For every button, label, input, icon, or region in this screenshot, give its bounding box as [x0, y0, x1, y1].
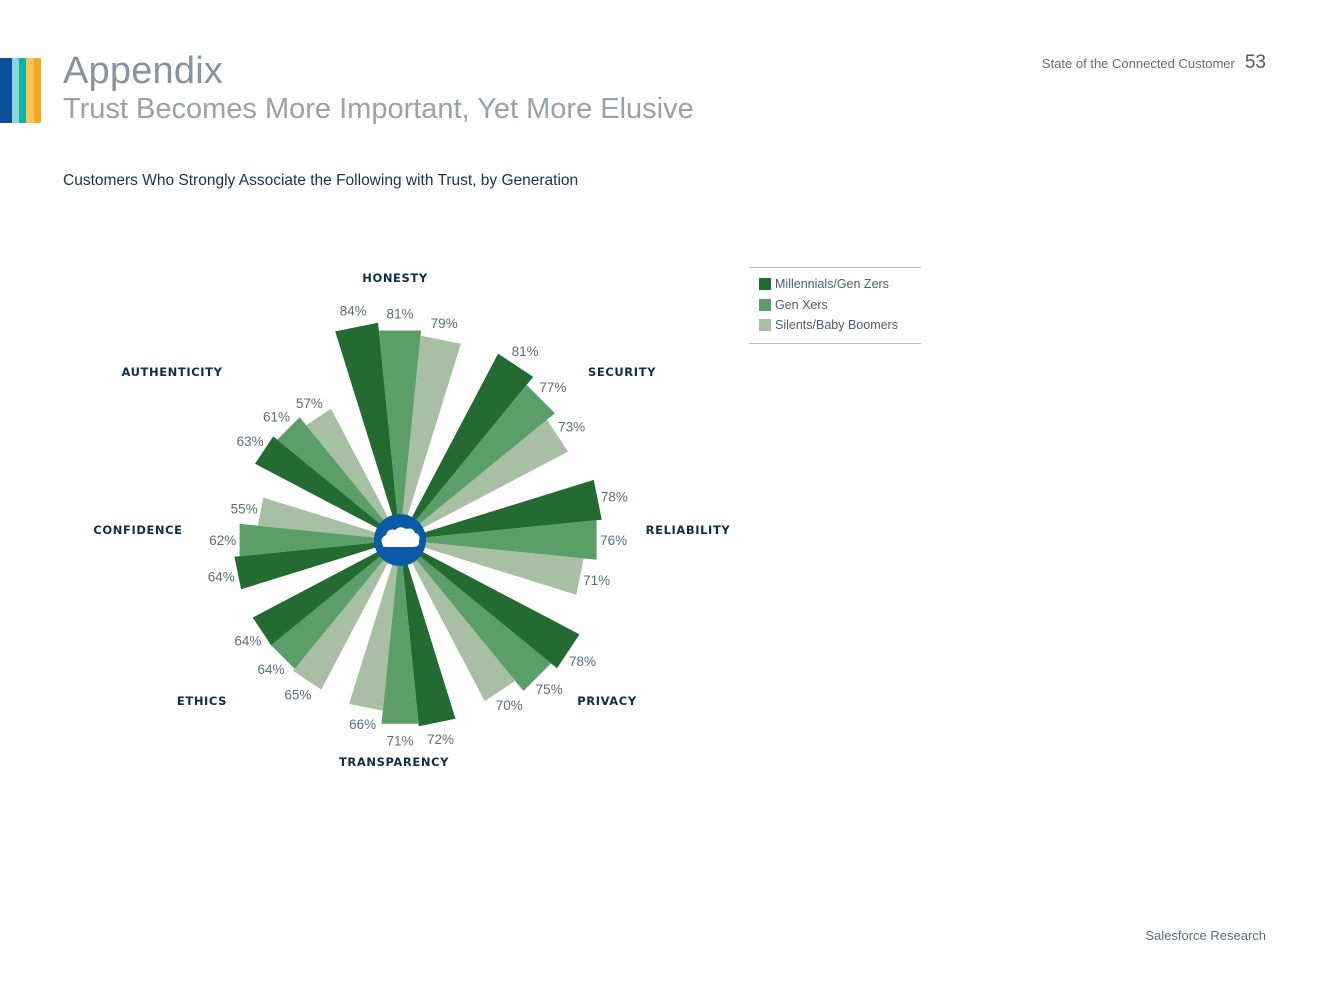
value-label: 65% [284, 687, 311, 702]
salesforce-cloud-icon [374, 514, 426, 566]
bar-security-1 [400, 385, 555, 540]
accent-bar-orange [34, 58, 41, 123]
value-label: 63% [237, 434, 264, 449]
value-label: 71% [386, 734, 413, 749]
bar-confidence-2 [257, 497, 400, 540]
value-label: 64% [257, 662, 284, 677]
bar-honesty-1 [378, 330, 422, 540]
value-label: 57% [296, 396, 323, 411]
category-label-transparency: TRANSPARENCY [339, 755, 449, 769]
bar-honesty-0 [335, 322, 400, 540]
bar-ethics-0 [252, 540, 400, 646]
bar-confidence-0 [234, 540, 400, 590]
category-label-authenticity: AUTHENTICITY [121, 365, 222, 379]
running-header: State of the Connected Customer 53 [1042, 52, 1266, 74]
bar-group-privacy: 78% 75% 70% [400, 540, 596, 713]
bar-authenticity-0 [255, 436, 400, 540]
value-label: 77% [539, 380, 566, 395]
bar-reliability-2 [400, 540, 584, 595]
value-label: 78% [569, 654, 596, 669]
accent-color-bars [0, 58, 41, 123]
bar-authenticity-1 [277, 417, 400, 540]
value-label: 73% [558, 419, 585, 434]
bar-transparency-1 [381, 540, 419, 724]
value-label: 70% [496, 698, 523, 713]
value-label: 62% [209, 533, 236, 548]
category-label-security: SECURITY [588, 365, 656, 379]
bar-security-2 [400, 419, 568, 540]
category-label-privacy: PRIVACY [577, 694, 637, 708]
value-label: 64% [208, 569, 235, 584]
legend-item-gen-xers: Gen Xers [759, 295, 921, 316]
category-label-reliability: RELIABILITY [646, 523, 731, 537]
bar-ethics-1 [271, 540, 400, 669]
bar-group-authenticity: 63% 61% 57% [237, 396, 400, 540]
chart-title: Customers Who Strongly Associate the Fol… [63, 172, 579, 189]
bar-transparency-2 [349, 540, 400, 711]
accent-bar-yellow [26, 58, 34, 123]
value-label: 64% [234, 634, 261, 649]
footer-text: Salesforce Research [1145, 928, 1266, 943]
bar-security-0 [400, 353, 534, 540]
bar-transparency-0 [400, 540, 456, 727]
bar-reliability-0 [400, 479, 602, 540]
category-label-ethics: ETHICS [177, 694, 227, 708]
bar-group-transparency: 72% 71% 66% [349, 540, 456, 749]
page-number: 53 [1244, 52, 1266, 73]
bar-group-reliability: 78% 76% 71% [400, 479, 628, 595]
legend-label: Silents/Baby Boomers [775, 318, 898, 333]
value-label: 78% [601, 489, 628, 504]
category-label-confidence: CONFIDENCE [93, 523, 182, 537]
bar-ethics-2 [293, 540, 400, 690]
bar-group-security: 81% 77% 73% [400, 344, 585, 540]
legend-swatch [759, 298, 771, 311]
value-label: 55% [231, 501, 258, 516]
value-label: 75% [536, 682, 563, 697]
bar-group-confidence: 64% 62% 55% [208, 497, 400, 590]
legend-label: Gen Xers [775, 297, 828, 312]
legend-swatch [759, 278, 771, 291]
value-label: 71% [583, 573, 610, 588]
value-label: 72% [427, 732, 454, 747]
value-label: 84% [340, 303, 367, 318]
value-label: 79% [431, 316, 458, 331]
value-label: 61% [263, 410, 290, 425]
value-label: 66% [349, 717, 376, 732]
bar-group-honesty: 84% 81% 79% [335, 303, 461, 540]
page-subtitle: Trust Becomes More Important, Yet More E… [63, 93, 694, 125]
page-title: Appendix [63, 50, 224, 92]
value-label: 81% [512, 344, 539, 359]
accent-bar-blue [0, 58, 12, 123]
legend-item-boomers: Silents/Baby Boomers [759, 315, 921, 336]
chart-legend: Millennials/Gen Zers Gen Xers Silents/Ba… [749, 267, 921, 344]
legend-item-millennials: Millennials/Gen Zers [759, 274, 921, 295]
bar-privacy-2 [400, 540, 516, 702]
bar-authenticity-2 [306, 408, 400, 540]
value-label: 76% [600, 533, 627, 548]
bar-confidence-1 [239, 523, 400, 557]
legend-swatch [759, 319, 771, 332]
legend-label: Millennials/Gen Zers [775, 277, 889, 292]
category-label-honesty: HONESTY [362, 271, 428, 285]
accent-bar-light-teal [12, 58, 19, 123]
bar-privacy-1 [400, 540, 551, 691]
value-label: 81% [386, 306, 413, 321]
document-name: State of the Connected Customer [1041, 56, 1235, 71]
accent-bar-teal [19, 58, 26, 123]
bar-honesty-2 [400, 335, 461, 540]
bar-group-ethics: 65%64%64% [234, 540, 400, 702]
bar-privacy-0 [400, 540, 580, 669]
bar-reliability-1 [400, 520, 597, 560]
